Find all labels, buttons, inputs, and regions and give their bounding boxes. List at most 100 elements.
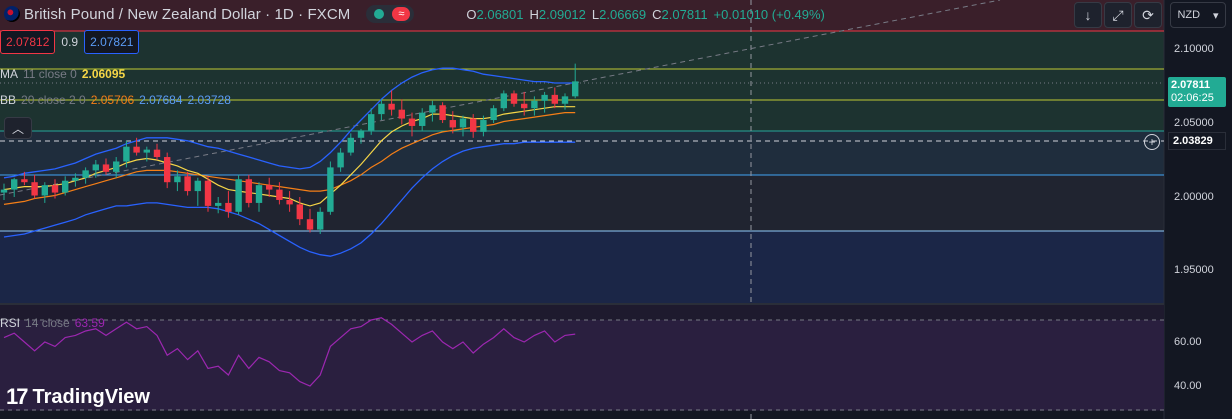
price-axis-bg <box>1164 0 1232 419</box>
candle-body <box>113 161 120 172</box>
candle-body <box>541 94 548 101</box>
open-value: 2.06801 <box>476 6 524 22</box>
candle-body <box>266 185 273 190</box>
bb-lower-value: 2.03728 <box>187 93 231 107</box>
candle-body <box>439 105 446 121</box>
bb-legend[interactable]: BB 20 close 2 0 2.05706 2.07684 2.03728 <box>0 93 231 107</box>
candle-body <box>347 137 354 153</box>
candle-body <box>521 103 528 109</box>
arrow-down-icon[interactable]: ↓ <box>1074 2 1102 28</box>
candle-body <box>500 93 507 109</box>
candle-body <box>215 202 222 206</box>
candle-body <box>388 103 395 110</box>
change-value: +0.01010 (+0.49%) <box>713 6 825 22</box>
candle-body <box>11 179 18 190</box>
candle-body <box>306 219 314 230</box>
candle-body <box>153 149 161 158</box>
ma-legend[interactable]: MA 11 close 0 2.06095 <box>0 67 126 81</box>
candle-body <box>317 211 324 230</box>
candle-body <box>276 189 283 200</box>
candle-body <box>204 180 212 206</box>
rsi-tick: 40.00 <box>1174 380 1202 392</box>
candle-body <box>286 199 293 205</box>
candle-body <box>123 146 130 162</box>
bb-upper-line <box>3 67 576 179</box>
market-status-pill[interactable]: ≈ <box>366 5 415 23</box>
zone-band-green <box>0 31 1164 131</box>
currency-flag-icon <box>4 6 20 22</box>
candle-body <box>31 182 38 196</box>
low-value: 2.06669 <box>599 6 647 22</box>
candle-body <box>510 93 518 104</box>
tradingview-logo[interactable]: 17 TradingView <box>6 384 150 410</box>
rsi-value: 63.59 <box>74 316 105 330</box>
rsi-band <box>0 320 1164 410</box>
last-price: 2.07811 <box>1171 79 1211 91</box>
candle-body <box>41 185 48 196</box>
crosshair-price-tag: 2.03829 <box>1168 132 1226 150</box>
candle-body <box>337 152 344 168</box>
candle-body <box>143 149 150 153</box>
rsi-tick: 60.00 <box>1174 336 1202 348</box>
price-tick: 2.00000 <box>1174 191 1214 203</box>
rsi-legend[interactable]: RSI 14 close 63.59 <box>0 316 105 330</box>
candle-body <box>490 108 497 121</box>
chevron-down-icon: ▾ <box>1212 9 1219 22</box>
candle-body <box>470 118 477 132</box>
rsi-line <box>3 317 576 387</box>
candle-body <box>174 176 181 183</box>
market-open-dot-icon <box>374 9 385 19</box>
candle-body <box>255 185 263 203</box>
currency-selector[interactable]: NZD ▾ <box>1170 2 1226 28</box>
candle-body <box>92 164 99 171</box>
screenshot-icon[interactable]: ⟳ <box>1134 2 1162 28</box>
high-value: 2.09012 <box>538 6 586 22</box>
spread-value: 0.9 <box>61 35 79 49</box>
price-tick: 1.95000 <box>1174 264 1214 276</box>
symbol-title[interactable]: British Pound / New Zealand Dollar · 1D … <box>24 5 351 23</box>
candle-body <box>378 103 385 115</box>
collapse-legend-button[interactable]: ︿ <box>4 117 32 139</box>
candle-body <box>531 100 538 109</box>
tradingview-logo-icon: 17 <box>6 384 29 409</box>
price-tick: 2.10000 <box>1174 43 1214 55</box>
chevron-up-icon: ︿ <box>11 121 24 136</box>
candle-body <box>561 96 569 104</box>
candle-body <box>225 202 232 212</box>
bb-basis-value: 2.05706 <box>90 93 135 107</box>
candle-body <box>398 109 405 119</box>
candle-body <box>0 189 8 193</box>
candle-body <box>102 164 110 172</box>
bb-upper-value: 2.07684 <box>139 93 183 107</box>
candle-body <box>429 105 436 113</box>
zone-band-red <box>0 0 1164 31</box>
zone-band-navy <box>0 231 1164 304</box>
bb-lower-line <box>3 141 576 257</box>
ma-value: 2.06095 <box>81 67 126 81</box>
candle-body <box>296 204 303 220</box>
candle-body <box>245 179 252 203</box>
fullscreen-icon[interactable]: ⤢ <box>1104 2 1132 28</box>
symbol-header: British Pound / New Zealand Dollar · 1D … <box>0 0 1164 28</box>
zone-band-blue-1 <box>0 131 1164 175</box>
bb-basis-line <box>3 111 576 205</box>
candle-body <box>551 94 558 104</box>
candle-body <box>133 146 140 153</box>
wave-icon: ≈ <box>392 7 411 21</box>
last-price-tag: 2.07811 02:06:25 <box>1168 77 1226 107</box>
sell-button[interactable]: 2.07812 <box>0 30 56 54</box>
candle-body <box>419 112 426 126</box>
buy-button[interactable]: 2.07821 <box>84 30 140 54</box>
candle-body <box>459 118 467 128</box>
add-alert-plus-icon[interactable]: + <box>1144 134 1160 150</box>
currency-label: NZD <box>1177 9 1201 21</box>
candle-body <box>408 118 416 126</box>
zone-band-gray <box>0 175 1164 231</box>
candle-body <box>72 177 79 181</box>
candle-body <box>368 114 375 131</box>
ohlc-values: O2.06801 H2.09012 L2.06669 C2.07811 +0.0… <box>466 6 825 22</box>
candle-body <box>62 180 69 193</box>
candle-body <box>82 170 89 178</box>
candle-body <box>235 179 242 212</box>
